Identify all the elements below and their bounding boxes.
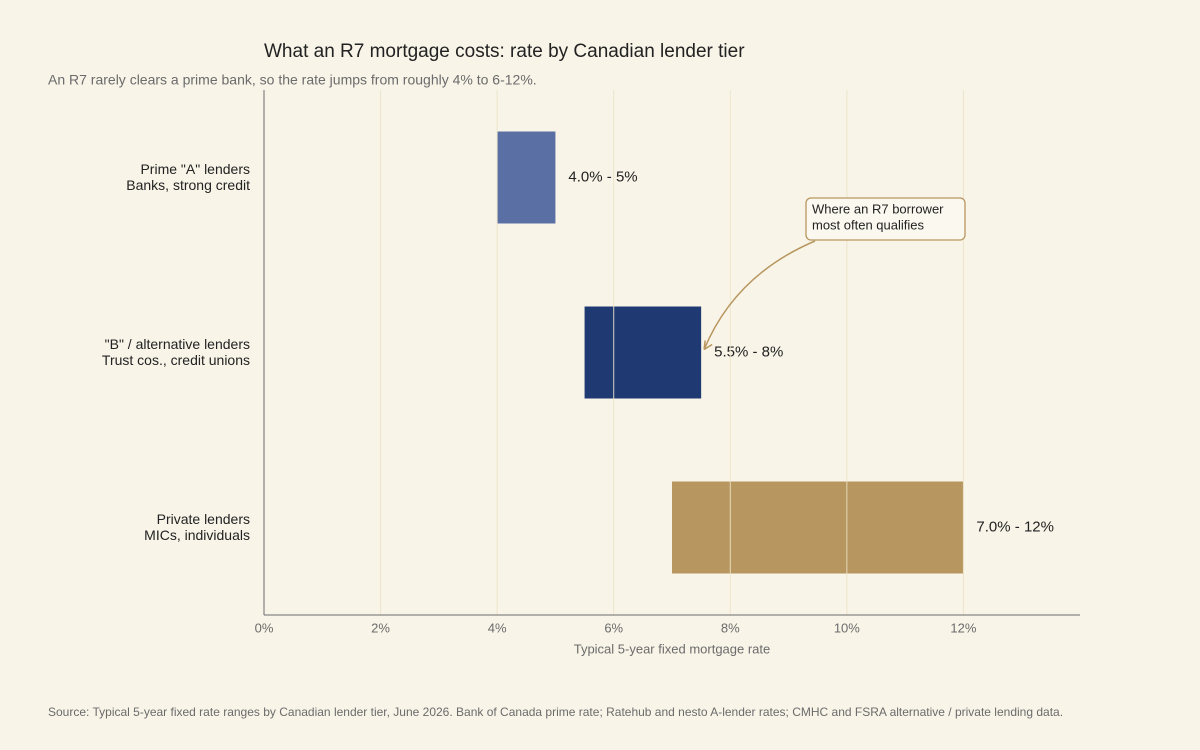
source-note: Source: Typical 5-year fixed rate ranges…: [48, 705, 1063, 719]
range-bar: [672, 481, 964, 574]
x-tick-label: 0%: [255, 620, 274, 635]
category-note: Trust cos., credit unions: [102, 352, 250, 368]
chart-subtitle: An R7 rarely clears a prime bank, so the…: [48, 72, 537, 88]
x-tick-label: 8%: [721, 620, 740, 635]
x-tick-label: 2%: [371, 620, 390, 635]
x-tick-label: 10%: [834, 620, 860, 635]
value-label: 5.5% - 8%: [714, 343, 783, 360]
chart-title: What an R7 mortgage costs: rate by Canad…: [264, 41, 745, 62]
x-axis-label: Typical 5-year fixed mortgage rate: [574, 641, 771, 656]
range-bar: [497, 131, 556, 224]
annotation-text: most often qualifies: [812, 217, 925, 232]
value-label: 7.0% - 12%: [976, 518, 1054, 535]
x-tick-label: 6%: [604, 620, 623, 635]
x-tick-label: 4%: [488, 620, 507, 635]
category-label: Prime "A" lenders: [140, 161, 250, 177]
category-label: Private lenders: [157, 511, 250, 527]
annotation-text: Where an R7 borrower: [812, 201, 944, 216]
category-note: Banks, strong credit: [126, 177, 250, 193]
annotation-arrow: [703, 240, 816, 350]
category-note: MICs, individuals: [144, 527, 250, 543]
arrow-head: [703, 340, 713, 351]
category-label: "B" / alternative lenders: [105, 336, 250, 352]
x-tick-label: 12%: [950, 620, 976, 635]
annotation-box: [805, 197, 966, 241]
range-bar: [584, 306, 702, 399]
value-label: 4.0% - 5%: [568, 168, 637, 185]
